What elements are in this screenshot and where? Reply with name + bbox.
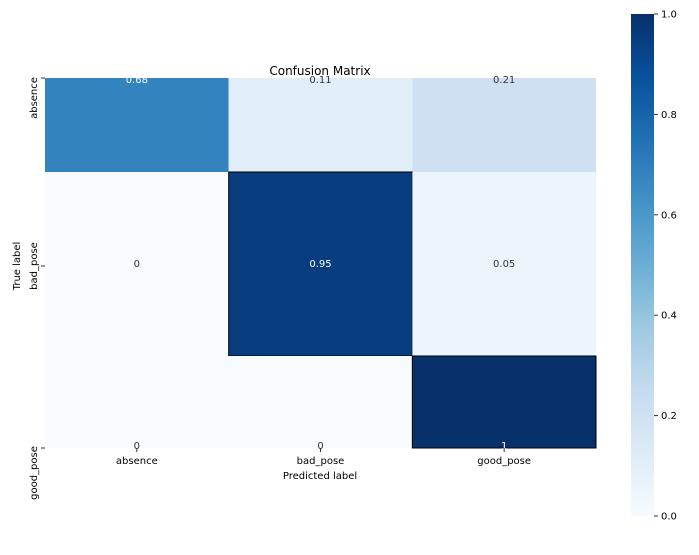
colorbar-gradient — [631, 14, 654, 516]
y-axis-ticks: absence bad_pose good_pose — [29, 77, 45, 500]
y-tick-label: bad_pose — [29, 242, 40, 290]
cell-value-label: 0.05 — [493, 259, 515, 270]
colorbar-tick-label: 0.6 — [661, 210, 677, 221]
heatmap-cells — [45, 78, 597, 449]
y-tick-label: absence — [29, 77, 40, 119]
heatmap-cell — [228, 171, 413, 357]
heatmap-cell — [412, 172, 596, 356]
cell-value-label: 0.21 — [493, 75, 515, 86]
y-tick-label: good_pose — [29, 446, 40, 500]
cell-value-label: 0 — [134, 259, 140, 270]
cell-value-label: 0 — [134, 441, 140, 452]
x-tick-label: absence — [116, 456, 158, 467]
x-tick-label: bad_pose — [297, 456, 345, 467]
colorbar-tick-label: 1.0 — [661, 10, 677, 21]
x-axis-label: Predicted label — [283, 471, 357, 482]
heatmap-cell — [411, 355, 597, 449]
cell-value-label: 0 — [317, 441, 323, 452]
colorbar-tick-label: 0.0 — [661, 512, 677, 523]
heatmap-cell — [228, 356, 413, 448]
cell-value-label: 1 — [501, 441, 507, 452]
heatmap-cell — [45, 356, 229, 448]
colorbar: 0.0 0.2 0.4 0.6 0.8 1.0 — [631, 10, 677, 523]
heatmap-cell — [45, 172, 229, 356]
x-axis-ticks: absence bad_pose good_pose — [116, 448, 531, 467]
colorbar-tick-label: 0.4 — [661, 311, 677, 322]
heatmap-cell — [45, 78, 229, 172]
cell-value-label: 0.68 — [126, 75, 148, 86]
cell-value-label: 0.11 — [309, 75, 331, 86]
colorbar-tick-label: 0.2 — [661, 411, 677, 422]
heatmap-cell — [412, 78, 596, 172]
heatmap-cell — [228, 78, 413, 172]
cell-value-label: 0.95 — [309, 259, 331, 270]
heatmap-cell-labels: 0.68 0.11 0.21 0 0.95 0.05 0 0 1 — [126, 75, 516, 452]
y-axis-label: True label — [12, 242, 23, 292]
colorbar-tick-label: 0.8 — [661, 110, 677, 121]
chart-title: Confusion Matrix — [269, 64, 370, 78]
x-tick-label: good_pose — [477, 456, 531, 467]
